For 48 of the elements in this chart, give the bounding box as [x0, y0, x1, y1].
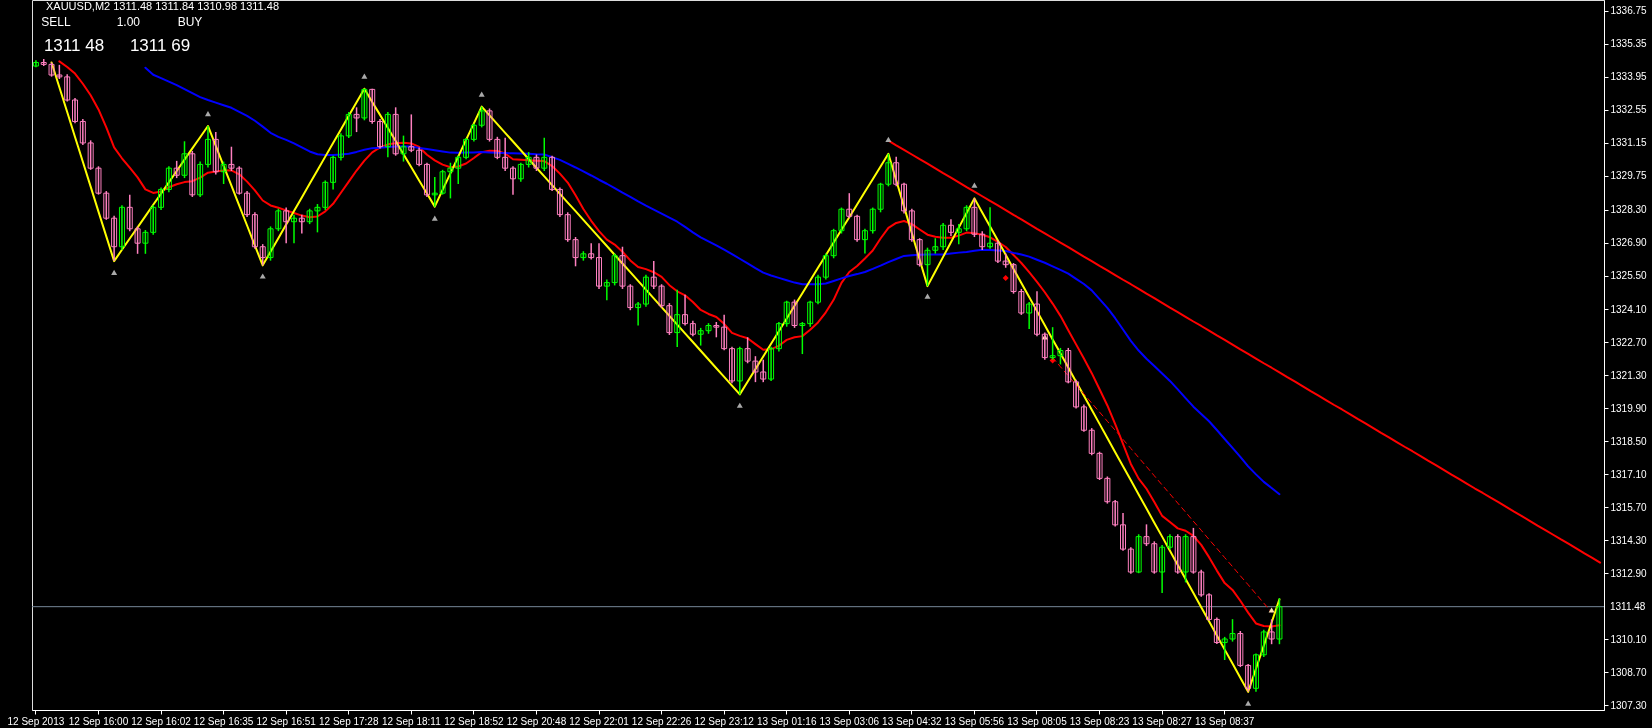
y-tick-label: 1312.90: [1610, 567, 1648, 579]
y-tick-label: 1328.30: [1610, 204, 1648, 216]
chart-title: XAUUSD,M2 1311.48 1311.84 1310.98 1311.48: [46, 0, 280, 12]
x-tick-label: 13 Sep 08:37: [1194, 715, 1255, 727]
x-tick-label: 12 Sep 20:48: [506, 715, 567, 727]
annotation: SELL: [41, 15, 71, 29]
x-tick-label: 13 Sep 08:05: [1007, 715, 1068, 727]
annotation: BUY: [177, 15, 203, 29]
x-tick-label: 12 Sep 2013: [7, 715, 65, 727]
y-tick-label: 1310.10: [1610, 633, 1648, 645]
x-tick-label: 12 Sep 22:26: [631, 715, 692, 727]
y-tick-label: 1331.15: [1610, 137, 1648, 149]
x-tick-label: 12 Sep 22:01: [569, 715, 630, 727]
y-tick-label: 1325.50: [1610, 270, 1648, 282]
y-tick-label: 1321.30: [1610, 369, 1648, 381]
y-tick-label: 1324.10: [1610, 303, 1648, 315]
ref-line-label: 1311.48: [1610, 600, 1646, 612]
y-tick-label: 1318.50: [1610, 435, 1648, 447]
annotation: 1311 48: [43, 36, 105, 55]
x-tick-label: 13 Sep 01:16: [756, 715, 817, 727]
x-tick-label: 12 Sep 16:00: [68, 715, 129, 727]
x-tick-label: 13 Sep 03:06: [819, 715, 880, 727]
y-tick-label: 1317.10: [1610, 468, 1648, 480]
x-tick-label: 13 Sep 04:32: [882, 715, 943, 727]
y-tick-label: 1336.75: [1610, 5, 1648, 17]
y-tick-label: 1332.55: [1610, 104, 1648, 116]
y-tick-label: 1319.90: [1610, 402, 1648, 414]
x-tick-label: 12 Sep 16:35: [193, 715, 254, 727]
y-tick-label: 1326.90: [1610, 237, 1648, 249]
y-tick-label: 1333.95: [1610, 71, 1648, 83]
y-tick-label: 1314.30: [1610, 534, 1648, 546]
x-tick-label: 12 Sep 17:28: [319, 715, 379, 727]
y-tick-label: 1335.35: [1610, 38, 1648, 50]
x-tick-label: 12 Sep 16:51: [256, 715, 317, 727]
y-tick-label: 1307.30: [1610, 699, 1648, 711]
x-tick-label: 13 Sep 08:27: [1132, 715, 1193, 727]
y-tick-label: 1329.75: [1610, 170, 1648, 182]
x-tick-label: 12 Sep 16:02: [131, 715, 192, 727]
annotation: 1311 69: [129, 36, 191, 55]
x-tick-label: 12 Sep 18:52: [444, 715, 505, 727]
y-tick-label: 1315.70: [1610, 501, 1648, 513]
x-tick-label: 12 Sep 18:11: [381, 715, 442, 727]
x-tick-label: 13 Sep 08:23: [1069, 715, 1130, 727]
y-tick-label: 1322.70: [1610, 336, 1648, 348]
annotation: 1.00: [116, 15, 141, 29]
x-tick-label: 12 Sep 23:12: [694, 715, 755, 727]
y-tick-label: 1308.70: [1610, 666, 1648, 678]
x-tick-label: 13 Sep 05:56: [944, 715, 1005, 727]
